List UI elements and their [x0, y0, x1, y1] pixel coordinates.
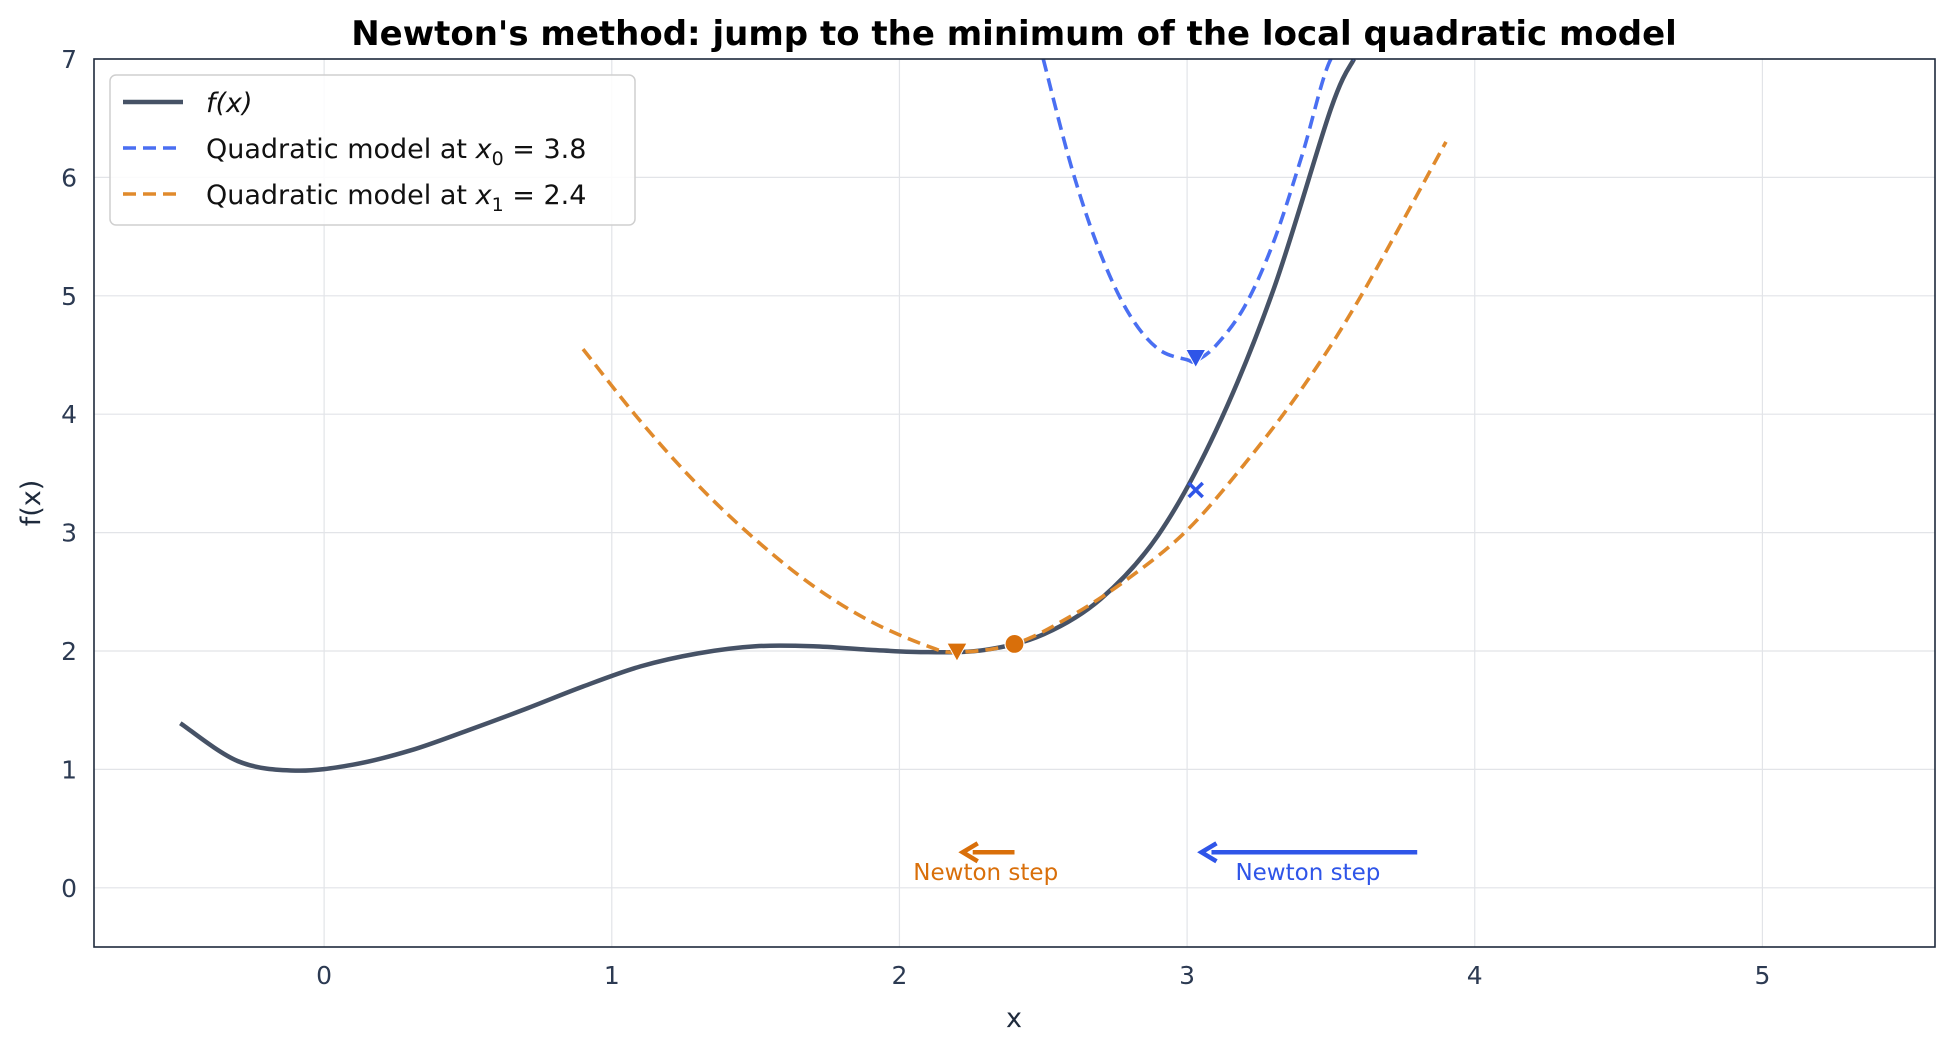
annotation-layer: Newton step Newton step: [913, 841, 1418, 886]
plot-frame: [93, 58, 1936, 948]
x-tick-labels: 0 1 2 3 4 5: [316, 961, 1770, 990]
x1-model-minimum: [946, 642, 968, 663]
y-tick-label: 0: [61, 874, 77, 903]
newton-step-arrow-head: [1197, 841, 1218, 864]
f-curve: [179, 59, 1356, 773]
x1-quadratic-model: [581, 141, 1448, 655]
newton-step-label: Newton step: [913, 860, 1058, 886]
orange-newton-step: Newton step: [913, 841, 1058, 886]
y-tick-label: 3: [61, 519, 77, 548]
y-tick-labels: 0 1 2 3 4 5 6 7: [61, 45, 77, 903]
legend-label: f(x): [206, 88, 253, 119]
y-tick-label: 5: [61, 282, 77, 311]
newton-step-label: Newton step: [1235, 860, 1380, 886]
newton-step-arrow-head: [958, 841, 979, 864]
y-axis-label: f(x): [16, 480, 47, 527]
blue-newton-step: Newton step: [1197, 841, 1418, 886]
x-tick-label: 2: [891, 961, 907, 990]
x-tick-label: 4: [1467, 961, 1483, 990]
y-tick-label: 6: [61, 163, 77, 192]
legend-item: Quadratic model at x0 = 3.8: [123, 134, 586, 170]
x-tick-label: 1: [604, 961, 620, 990]
y-tick-label: 7: [61, 45, 77, 74]
x0-quadratic-model: [1041, 59, 1354, 364]
y-tick-label: 2: [61, 637, 77, 666]
legend-label: Quadratic model at x1 = 2.4: [206, 180, 586, 216]
legend: f(x) Quadratic model at x0 = 3.8 Quadratic…: [109, 74, 636, 226]
legend-label: Quadratic model at x0 = 3.8: [206, 134, 586, 170]
y-tick-label: 4: [61, 400, 77, 429]
x-tick-label: 0: [316, 961, 332, 990]
x1-point-on-curve: [1187, 481, 1204, 499]
chart-title: Newton's method: jump to the minimum of …: [351, 14, 1677, 54]
x1-start-point: [1004, 633, 1025, 654]
legend-item: Quadratic model at x1 = 2.4: [123, 180, 586, 216]
x-tick-label: 3: [1179, 961, 1195, 990]
marker-layer: [946, 349, 1207, 663]
x-axis-label: x: [1006, 1003, 1022, 1034]
legend-item: f(x): [123, 88, 253, 119]
x-tick-label: 5: [1754, 961, 1770, 990]
x0-model-minimum: [1184, 349, 1207, 369]
y-tick-label: 1: [61, 755, 77, 784]
legend-box: [109, 74, 636, 226]
